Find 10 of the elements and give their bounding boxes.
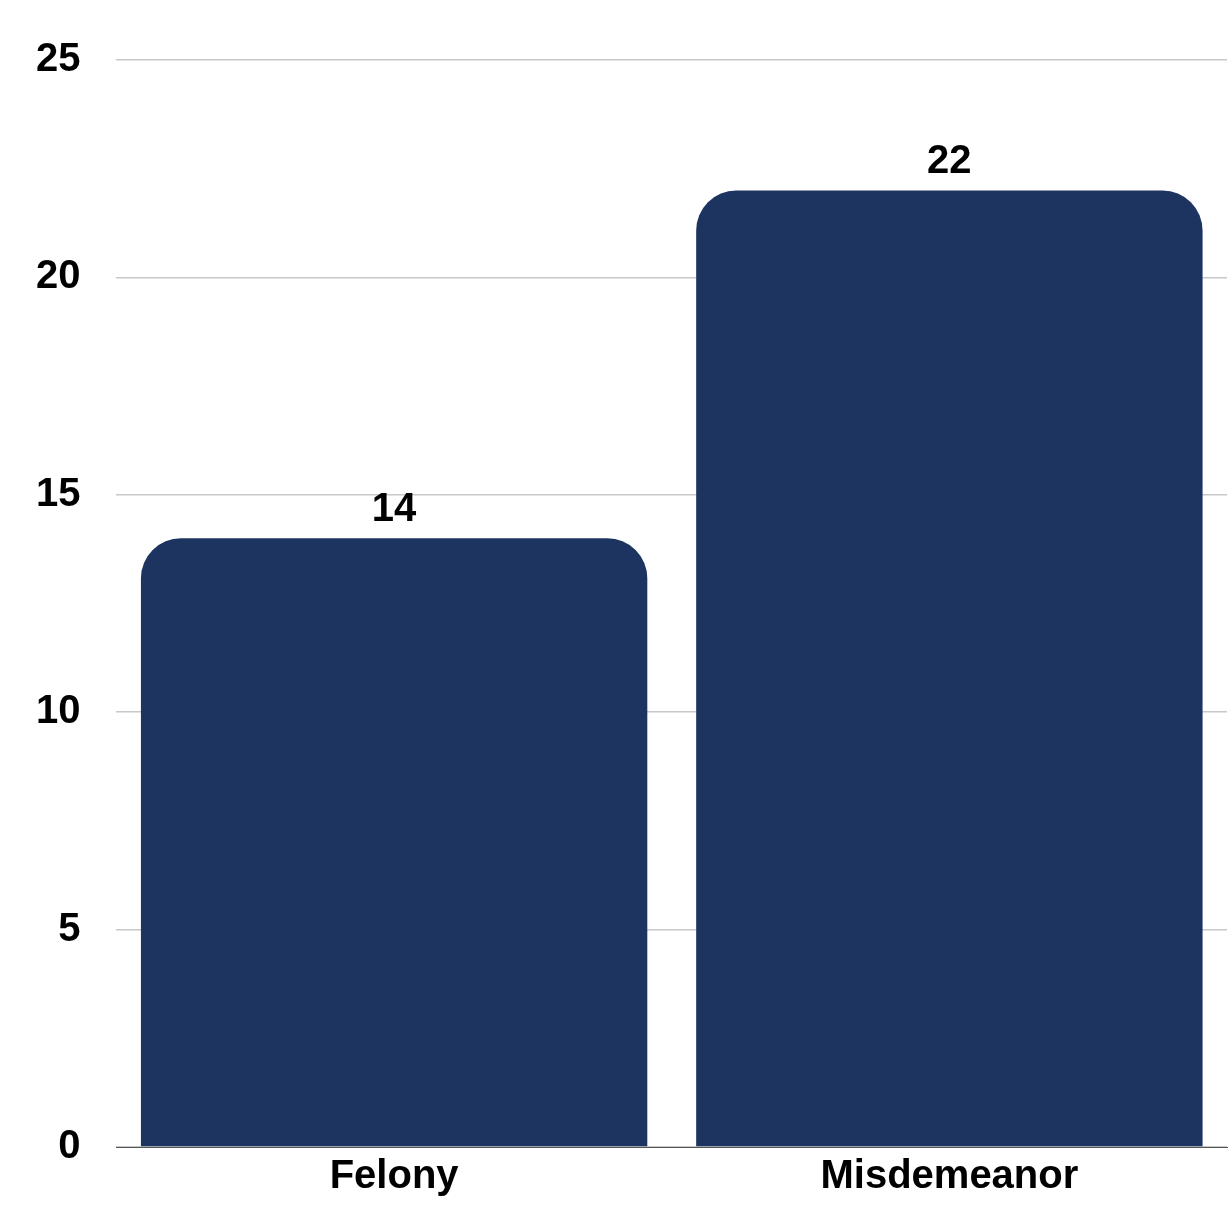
data-label: 22 [927, 137, 972, 182]
y-tick-label: 25 [35, 35, 81, 80]
y-tick-label: 10 [35, 687, 81, 732]
y-tick-label: 20 [35, 252, 81, 297]
x-tick-label: Misdemeanor [820, 1152, 1079, 1197]
data-label: 14 [371, 485, 418, 530]
y-tick-label: 5 [58, 904, 81, 949]
x-tick-label: Felony [329, 1152, 460, 1197]
y-tick-label: 15 [35, 469, 81, 514]
y-tick-label: 0 [58, 1122, 81, 1167]
